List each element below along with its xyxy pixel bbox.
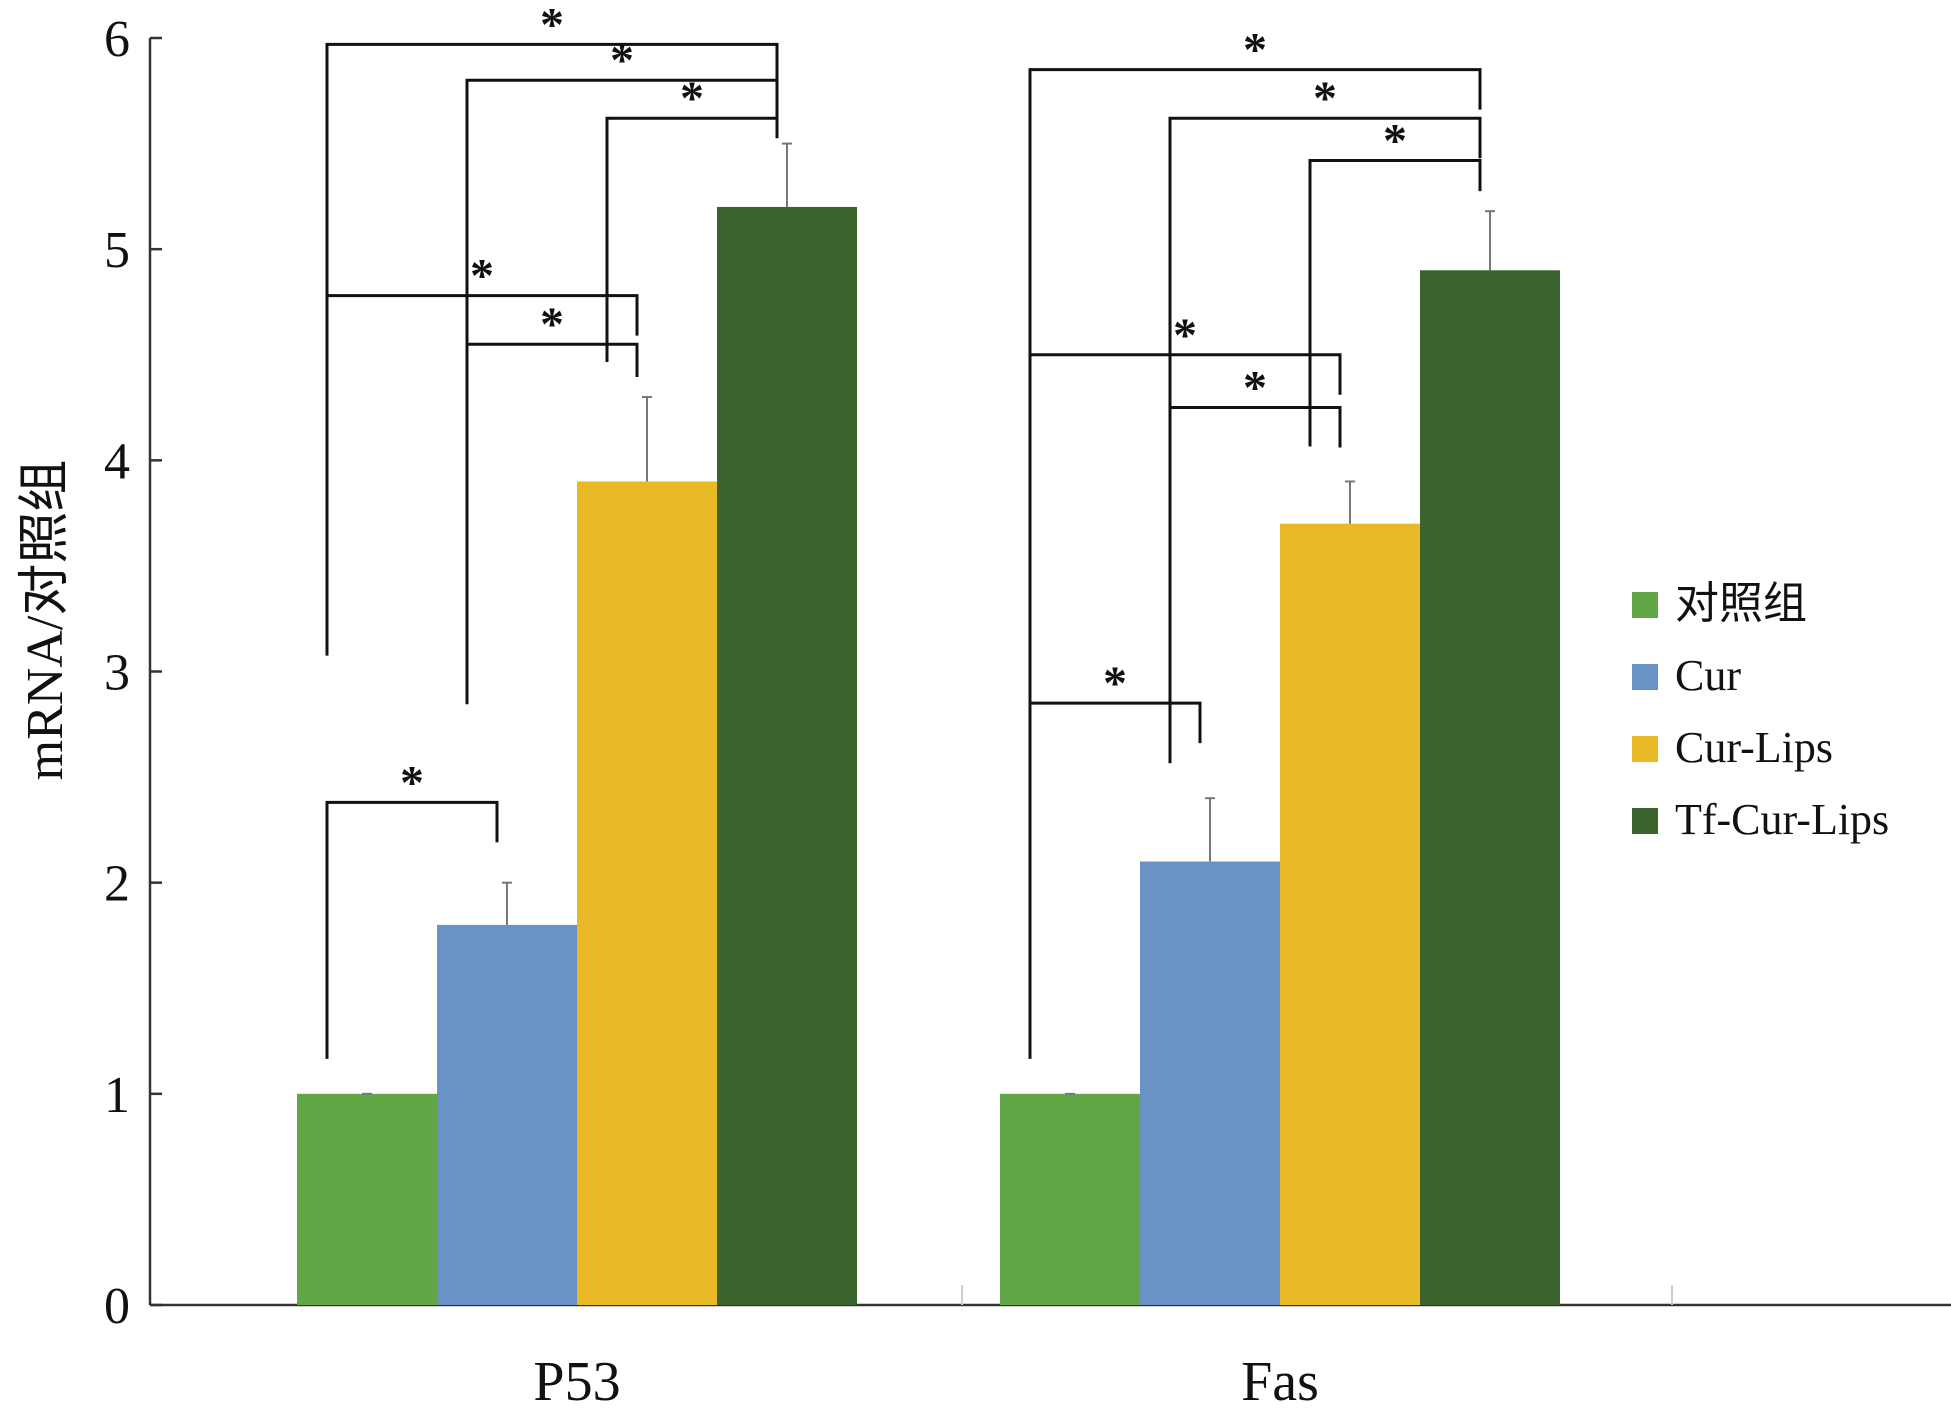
significance-bracket — [465, 78, 779, 441]
y-tick-label: 5 — [104, 222, 130, 279]
significance-star: * — [1313, 72, 1337, 125]
y-tick-label: 2 — [104, 856, 130, 913]
significance-bracket — [465, 342, 639, 705]
legend-label: 对照组 — [1675, 579, 1807, 628]
significance-bracket — [1168, 116, 1482, 479]
category-label: Fas — [1241, 1351, 1319, 1413]
y-tick-label: 1 — [104, 1067, 130, 1124]
significance-bracket — [1028, 701, 1202, 1059]
category-label: P53 — [533, 1351, 620, 1413]
bar — [717, 206, 857, 1305]
significance-star: * — [1383, 114, 1407, 167]
legend-swatch — [1632, 592, 1658, 618]
significance-bracket — [605, 116, 779, 362]
y-tick-label: 3 — [104, 645, 130, 702]
significance-bracket — [1168, 406, 1342, 764]
bar — [577, 481, 717, 1305]
legend-label: Tf-Cur-Lips — [1675, 795, 1889, 844]
bar — [297, 1093, 437, 1305]
legend: 对照组 Cur Cur-Lips Tf-Cur-Lips — [1632, 579, 1889, 844]
category-labels: P53 Fas — [533, 1351, 1318, 1413]
significance-star: * — [540, 0, 564, 51]
significance-brackets: ************ — [325, 0, 1482, 1059]
significance-star: * — [1243, 362, 1267, 415]
bar — [437, 924, 577, 1305]
bar — [1140, 861, 1280, 1305]
significance-star: * — [540, 298, 564, 351]
significance-star: * — [1103, 657, 1127, 710]
legend-swatch — [1632, 736, 1658, 762]
significance-star: * — [610, 34, 634, 87]
bar — [1000, 1093, 1140, 1305]
legend-label: Cur-Lips — [1675, 723, 1833, 772]
significance-bracket — [325, 800, 499, 1059]
significance-star: * — [1243, 24, 1267, 77]
legend-swatch — [1632, 808, 1658, 834]
significance-star: * — [400, 756, 424, 809]
legend-swatch — [1632, 664, 1658, 690]
y-tick-label: 6 — [104, 11, 130, 68]
significance-bracket — [325, 42, 779, 405]
significance-bracket — [1308, 158, 1482, 447]
y-ticks: 0 1 2 3 4 5 6 — [104, 11, 1673, 1335]
error-bars — [362, 142, 1495, 1095]
significance-bracket — [325, 294, 639, 656]
significance-star: * — [470, 250, 494, 303]
significance-star: * — [1173, 309, 1197, 362]
y-tick-label: 0 — [104, 1278, 130, 1335]
bars — [297, 206, 1560, 1305]
significance-bracket — [1028, 68, 1482, 430]
y-axis-label: mRNA/对照组 — [17, 460, 74, 781]
legend-label: Cur — [1675, 651, 1741, 700]
significance-bracket — [1028, 353, 1342, 715]
bar — [1420, 270, 1560, 1305]
y-tick-label: 4 — [104, 433, 130, 490]
bar — [1280, 523, 1420, 1305]
